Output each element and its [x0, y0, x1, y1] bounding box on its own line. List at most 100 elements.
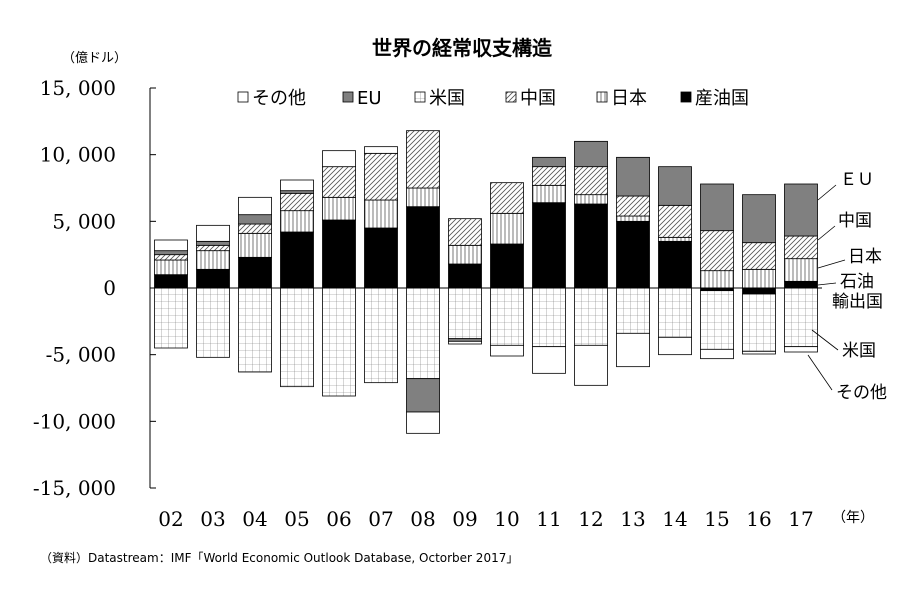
y-axis-unit-label: （億ドル） — [62, 50, 127, 66]
annotation-oil-leader — [817, 282, 837, 286]
bar-segment — [196, 287, 230, 358]
x-tick-label: 17 — [788, 507, 813, 531]
bar-segment — [742, 350, 776, 355]
bar-segment — [154, 254, 188, 261]
x-tick-label: 09 — [452, 507, 477, 531]
bar-segment — [616, 220, 650, 289]
bar-segment — [406, 378, 440, 413]
chart-title: 世界の経常収支構造 — [372, 36, 553, 60]
bar-segment — [616, 195, 650, 217]
annotation-other-leader — [807, 354, 833, 391]
bar-segment — [364, 199, 398, 229]
bar-segment — [658, 240, 692, 289]
bar-segment — [154, 259, 188, 276]
bar-segment — [532, 287, 566, 348]
y-tick-label: 10, 000 — [40, 143, 116, 167]
legend-label: 産油国 — [695, 88, 749, 109]
legend-swatch — [237, 91, 249, 103]
annotation-oil-1: 石油 — [840, 272, 874, 292]
bar-segment — [532, 346, 566, 374]
legend-label: 中国 — [520, 88, 556, 109]
bar-segment — [448, 263, 482, 289]
bar-segment — [448, 340, 482, 345]
bar-segment — [490, 243, 524, 289]
bar-segment — [280, 179, 314, 192]
bar-segment — [490, 182, 524, 214]
bar-segment — [784, 346, 818, 353]
bar-segment — [490, 212, 524, 245]
legend: その他 EU 米国 中国 日本 産油国 — [237, 88, 749, 109]
bar-segment — [616, 332, 650, 368]
bar-segment — [448, 244, 482, 265]
legend-label: その他 — [252, 88, 306, 109]
bar-segment — [280, 190, 314, 194]
y-axis: 15, 000 10, 000 5, 000 0 -5, 000 -10, 000 -15,… — [33, 76, 156, 500]
source-note: （資料）Datastream：IMF「World Economic Outloo… — [40, 551, 518, 565]
bar-segment — [574, 166, 608, 196]
bar-segment — [196, 224, 230, 242]
bar-segment — [616, 156, 650, 197]
bar-segment — [406, 206, 440, 289]
bar-segment — [700, 290, 734, 350]
annotation-china-leader — [817, 225, 836, 241]
bar-segment — [574, 194, 608, 205]
bar-segment — [238, 287, 272, 373]
bar-segment — [448, 338, 482, 342]
legend-swatch — [680, 91, 692, 103]
x-tick-label: 13 — [620, 507, 645, 531]
bar-segment — [658, 336, 692, 356]
annotation-eu-leader — [817, 184, 837, 201]
bars — [154, 130, 818, 434]
x-tick-label: 06 — [326, 507, 351, 531]
x-tick-label: 08 — [410, 507, 435, 531]
bar-segment — [658, 166, 692, 206]
bar-segment — [322, 196, 356, 221]
y-tick-label: -15, 000 — [33, 476, 116, 500]
legend-label: 米国 — [429, 88, 465, 109]
bar-segment — [742, 268, 776, 289]
bar-segment — [406, 187, 440, 208]
bar-segment — [784, 183, 818, 237]
y-tick-label: 0 — [103, 276, 116, 300]
legend-swatch — [342, 91, 354, 103]
bar-segment — [532, 166, 566, 186]
bar-segment — [784, 280, 818, 289]
annotation-eu: ＥＵ — [840, 170, 874, 190]
y-tick-label: 15, 000 — [40, 76, 116, 100]
bar-segment — [742, 242, 776, 270]
bar-segment — [532, 184, 566, 204]
x-tick-label: 02 — [158, 507, 183, 531]
annotation-oil-2: 輸出国 — [832, 292, 883, 312]
bar-segment — [322, 166, 356, 198]
bar-segment — [322, 219, 356, 289]
x-axis-unit-label: （年） — [832, 510, 874, 526]
bar-segment — [532, 156, 566, 168]
bar-segment — [322, 150, 356, 168]
legend-swatch — [596, 91, 608, 103]
bar-segment — [364, 287, 398, 384]
bar-segment — [700, 183, 734, 232]
bar-segment — [490, 287, 524, 346]
annotation-other: その他 — [836, 383, 887, 403]
bar-segment — [196, 244, 230, 252]
x-tick-label: 14 — [662, 507, 687, 531]
y-tick-label: -5, 000 — [46, 343, 116, 367]
bar-segment — [406, 287, 440, 380]
bar-segment — [364, 146, 398, 154]
bar-segment — [574, 287, 608, 346]
bar-segment — [658, 204, 692, 238]
bar-segment — [700, 270, 734, 289]
annotation-japan-leader — [817, 259, 846, 269]
bar-segment — [700, 230, 734, 272]
bar-segment — [238, 232, 272, 258]
bar-segment — [616, 215, 650, 222]
bar-segment — [448, 218, 482, 246]
y-tick-label: 5, 000 — [52, 209, 116, 233]
x-tick-label: 03 — [200, 507, 225, 531]
bar-segment — [616, 287, 650, 334]
bar-segment — [742, 194, 776, 244]
bar-segment — [574, 140, 608, 168]
bar-segment — [658, 287, 692, 338]
bar-segment — [154, 250, 188, 256]
